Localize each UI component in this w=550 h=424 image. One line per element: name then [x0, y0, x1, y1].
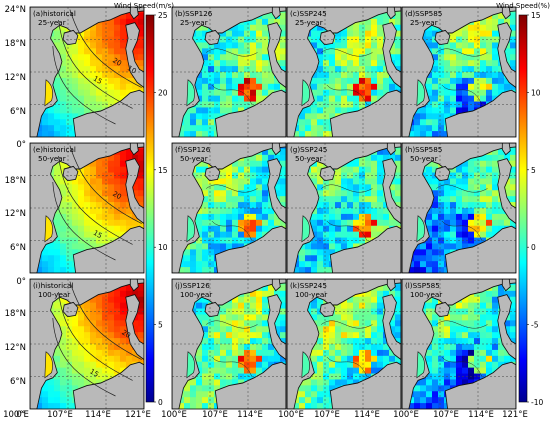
panel-return-period: 50-year	[295, 154, 323, 163]
colorbar-tick-label: 0	[531, 243, 536, 252]
panel-label: (e)historical	[33, 145, 76, 154]
longitude-tick-label: 100°E	[161, 410, 187, 420]
panel-return-period: 100-year	[410, 290, 442, 299]
panel-label: (f)SSP126	[175, 145, 211, 154]
colorbar-tick-label: 20	[158, 88, 168, 97]
latitude-tick-label: 18°N	[5, 309, 26, 319]
colorbar-tick-label: -5	[531, 321, 539, 330]
panel-return-period: 100-year	[295, 290, 327, 299]
colorbar-tick-label: 15	[158, 166, 168, 175]
panel-label: (g)SSP245	[290, 145, 327, 154]
latitude-tick-label: 6°N	[10, 243, 26, 253]
panels-layer	[30, 7, 529, 409]
latitude-tick-label: 6°N	[10, 377, 26, 387]
longitude-tick-label: 100°E	[278, 410, 304, 420]
panel-return-period: 100-year	[38, 290, 70, 299]
panel-return-period: 50-year	[410, 154, 438, 163]
colorbar-tick-label: 15	[531, 11, 541, 20]
colorbar-tick-label: 5	[531, 166, 536, 175]
panel-return-period: 25-year	[38, 18, 66, 27]
longitude-tick-label: 107°E	[202, 410, 228, 420]
panel-return-period: 25-year	[295, 18, 323, 27]
panel-label: (b)SSP126	[175, 9, 213, 18]
colorbar-title: Wind Speed(m/s)	[114, 2, 174, 10]
panel-return-period: 100-year	[180, 290, 212, 299]
longitude-tick-label: 100°E	[3, 410, 29, 420]
longitude-tick-label: 114°E	[354, 410, 380, 420]
colorbar-tick-label: 0	[158, 398, 163, 407]
colorbar-tick-label: 10	[158, 243, 168, 252]
latitude-tick-label: 0°	[16, 140, 26, 150]
colorbar-tick-label: -10	[531, 398, 543, 407]
panel-return-period: 25-year	[410, 18, 438, 27]
colorbar-tick-label: 10	[531, 88, 541, 97]
latitude-tick-label: 24°N	[5, 5, 26, 15]
panel-label: (h)SSP585	[405, 145, 442, 154]
colorbar-tick-label: 25	[158, 11, 168, 20]
latitude-tick-label: 18°N	[5, 176, 26, 186]
longitude-tick-label: 121°E	[502, 410, 528, 420]
panel-return-period: 50-year	[180, 154, 208, 163]
panel-label: (a)historical	[33, 9, 76, 18]
latitude-tick-label: 6°N	[10, 107, 26, 117]
panel-return-period: 25-year	[180, 18, 208, 27]
longitude-tick-label: 121°E	[125, 410, 151, 420]
colorbar_left-colorbar	[146, 15, 156, 402]
latitude-tick-label: 12°N	[5, 209, 26, 219]
longitude-tick-label: 107°E	[47, 410, 73, 420]
latitude-tick-label: 12°N	[5, 73, 26, 83]
colorbar-title: Wind Speed(%)	[496, 2, 550, 10]
longitude-tick-label: 114°E	[237, 410, 263, 420]
latitude-tick-label: 0°	[16, 277, 26, 287]
panel-label: (l)SSP585	[405, 281, 440, 290]
panel-label: (i)historical	[33, 281, 73, 290]
longitude-tick-label: 114°E	[468, 410, 494, 420]
colorbar-tick-label: 5	[158, 321, 163, 330]
longitude-tick-label: 107°E	[314, 410, 340, 420]
longitude-tick-label: 107°E	[433, 410, 459, 420]
colorbar_right-colorbar	[519, 15, 529, 402]
panel-label: (d)SSP585	[405, 9, 442, 18]
longitude-tick-label: 100°E	[393, 410, 419, 420]
panel-label: (j)SSP126	[175, 281, 210, 290]
panel-return-period: 50-year	[38, 154, 66, 163]
panel-label: (k)SSP245	[290, 281, 327, 290]
latitude-tick-label: 12°N	[5, 343, 26, 353]
panel-label: (c)SSP245	[290, 9, 327, 18]
latitude-tick-label: 18°N	[5, 39, 26, 49]
longitude-tick-label: 114°E	[85, 410, 111, 420]
